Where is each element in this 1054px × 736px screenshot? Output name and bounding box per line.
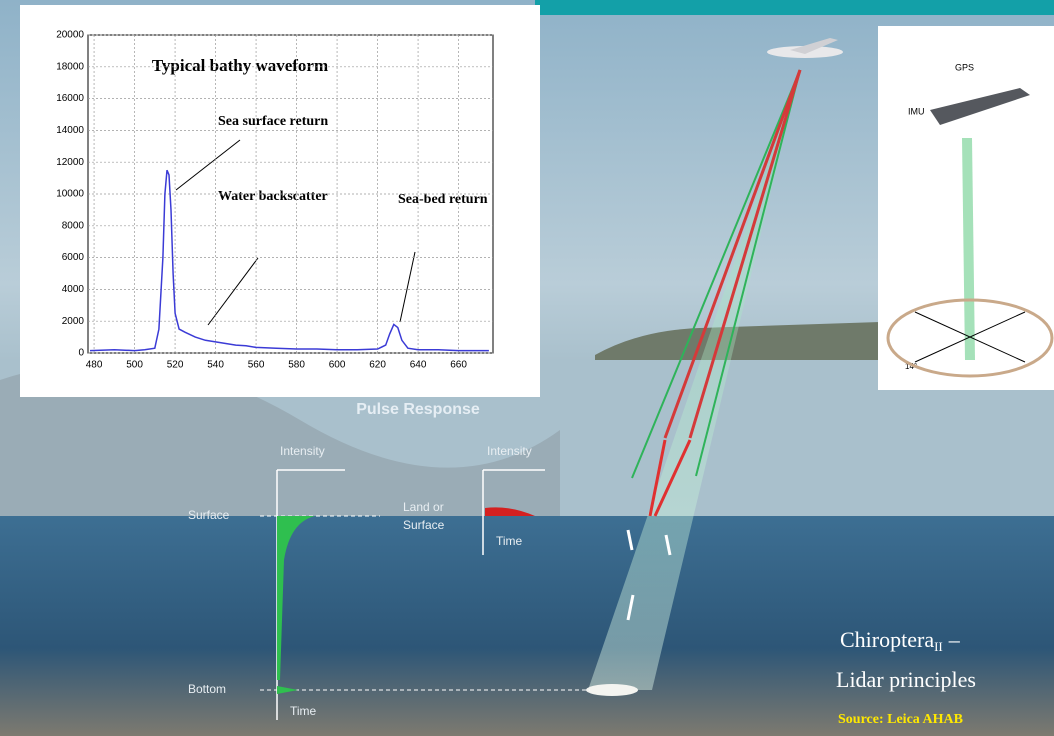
y-tick-label: 2000 (62, 316, 85, 327)
x-tick-label: 600 (329, 360, 346, 371)
level-label: Surface (403, 518, 445, 532)
axis-label: Intensity (280, 444, 325, 458)
x-tick-label: 620 (369, 360, 386, 371)
annotation: Sea-bed return (398, 192, 488, 207)
pulse-title: Pulse Response (356, 401, 480, 418)
caption-line2: Lidar principles (836, 667, 976, 692)
footprint (586, 684, 638, 696)
top-bar (535, 0, 1054, 15)
caption: ChiropteraII– Lidar principles Source: L… (836, 627, 976, 727)
y-tick-label: 4000 (62, 284, 85, 295)
source: Source: Leica AHAB (838, 712, 963, 727)
waveform-inset: Typical bathy waveform Sea surface retur… (20, 5, 540, 397)
annotation: Sea surface return (218, 114, 328, 129)
axis-label: Time (290, 704, 317, 718)
gps-label: GPS (955, 62, 974, 72)
axis-label: Intensity (487, 444, 532, 458)
level-label: Land or (403, 500, 444, 514)
level-label: Bottom (188, 682, 226, 696)
y-tick-label: 12000 (56, 157, 84, 168)
y-tick-label: 6000 (62, 252, 85, 263)
axis-label: Time (496, 534, 523, 548)
annotation: Water backscatter (218, 189, 328, 204)
system-inset: GPS IMU 14° (878, 26, 1054, 390)
y-tick-label: 20000 (56, 30, 84, 41)
imu-label: IMU (908, 106, 925, 116)
x-tick-label: 500 (126, 360, 143, 371)
y-tick-label: 10000 (56, 189, 84, 200)
y-tick-label: 0 (78, 348, 84, 359)
x-tick-label: 540 (207, 360, 224, 371)
y-tick-label: 16000 (56, 93, 84, 104)
caption-subscript: II (934, 639, 943, 654)
caption-dash: – (948, 627, 961, 652)
x-tick-label: 560 (248, 360, 265, 371)
x-tick-label: 480 (86, 360, 103, 371)
x-tick-label: 660 (450, 360, 467, 371)
y-tick-label: 18000 (56, 61, 84, 72)
slide: Typical bathy waveform Sea surface retur… (0, 0, 1054, 736)
level-label: Surface (188, 508, 230, 522)
chart-title: Typical bathy waveform (152, 56, 328, 75)
sea (0, 516, 1054, 736)
caption-name: Chiroptera (840, 627, 934, 652)
x-tick-label: 580 (288, 360, 305, 371)
page: {"chart_data": {"type": "line", "title":… (0, 0, 1054, 736)
x-tick-label: 640 (410, 360, 427, 371)
y-tick-label: 8000 (62, 220, 85, 231)
x-tick-label: 520 (167, 360, 184, 371)
y-tick-label: 14000 (56, 125, 84, 136)
